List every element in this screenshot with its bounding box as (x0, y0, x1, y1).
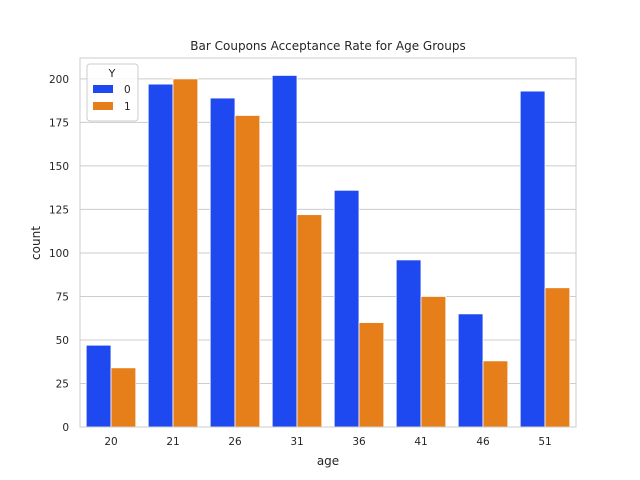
bar-21-y1 (172, 78, 199, 428)
plot-frame (79, 57, 577, 428)
bar-41-y1 (420, 296, 447, 428)
legend-swatch-1 (93, 102, 113, 110)
bar-36-y0 (333, 189, 360, 428)
x-tick-label: 51 (538, 436, 551, 448)
x-tick-label: 41 (414, 436, 427, 448)
bar-36-y1 (358, 322, 385, 428)
bar-21-y0 (147, 83, 174, 428)
bar-31-y0 (271, 75, 298, 428)
x-tick-label: 26 (228, 436, 242, 448)
legend-title: Y (108, 67, 116, 80)
bar-20-y0 (85, 344, 112, 428)
x-tick-label: 36 (352, 436, 366, 448)
x-tick-label: 20 (104, 436, 117, 448)
y-tick-label: 75 (56, 291, 69, 303)
bar-31-y1 (296, 214, 323, 428)
chart-title: Bar Coupons Acceptance Rate for Age Grou… (190, 39, 465, 53)
y-tick-label: 200 (49, 74, 69, 86)
x-axis-ticks: 20 21 26 31 36 41 46 51 (104, 436, 551, 448)
bar-26-y0 (209, 97, 236, 428)
y-axis-label: count (29, 226, 43, 260)
y-tick-label: 150 (49, 161, 69, 173)
y-tick-label: 25 (56, 378, 69, 390)
bar-51-y0 (519, 90, 546, 428)
legend-swatch-0 (93, 85, 113, 93)
bar-26-y1 (234, 115, 261, 428)
bar-51-y1 (544, 287, 571, 428)
bar-41-y0 (395, 259, 422, 428)
y-tick-label: 0 (62, 422, 69, 434)
x-tick-label: 46 (476, 436, 490, 448)
legend-label-0: 0 (124, 84, 131, 96)
bar-20-y1 (110, 367, 137, 428)
y-tick-label: 50 (56, 335, 69, 347)
bars (85, 75, 571, 428)
y-tick-label: 100 (49, 248, 69, 260)
bar-46-y0 (457, 313, 484, 428)
y-tick-label: 175 (49, 117, 69, 129)
bar-46-y1 (482, 360, 509, 428)
x-tick-label: 21 (166, 436, 179, 448)
legend-label-1: 1 (124, 101, 131, 113)
y-tick-label: 125 (49, 204, 69, 216)
x-tick-label: 31 (290, 436, 303, 448)
legend: Y 0 1 (86, 63, 139, 122)
x-axis-label: age (317, 454, 339, 468)
y-axis-ticks: 0 25 50 75 100 125 150 175 200 (49, 74, 69, 434)
